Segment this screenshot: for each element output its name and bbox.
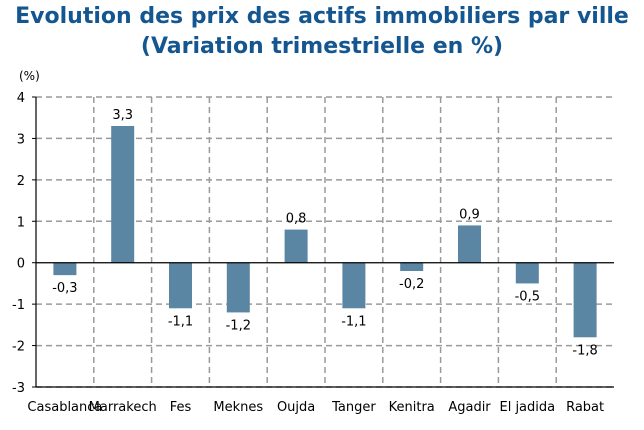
y-tick-label: -2 <box>12 340 25 355</box>
data-label: 0,8 <box>286 212 307 227</box>
bar <box>573 262 597 338</box>
chart-subtitle: (Variation trimestrielle en %) <box>140 34 504 59</box>
y-tick-label: 3 <box>17 132 25 147</box>
x-category-label: Fes <box>170 400 192 415</box>
chart-title: Evolution des prix des actifs immobilier… <box>15 4 629 29</box>
grid-layer <box>36 96 614 388</box>
data-label: 3,3 <box>112 108 133 123</box>
bars-layer <box>53 126 597 338</box>
y-tick-label: 1 <box>17 215 25 230</box>
y-tick-label: 2 <box>17 174 25 189</box>
axes-layer <box>32 96 614 388</box>
x-category-label: Oujda <box>277 400 315 415</box>
bar <box>169 262 192 309</box>
data-label: -1,8 <box>572 343 597 358</box>
y-tick-label: -1 <box>12 298 25 313</box>
data-label: -1,2 <box>226 318 251 333</box>
x-category-label: Meknes <box>213 400 263 415</box>
bar <box>515 262 539 284</box>
data-label: -1,1 <box>341 314 366 329</box>
x-category-label: Agadir <box>448 400 491 415</box>
chart-title-block: Evolution des prix des actifs immobilier… <box>0 0 644 62</box>
labels-layer: 4 3 2 1 0 -1 -2 -3 -0,3 Casablanca 3,3 Marrakech -1,… <box>12 91 604 415</box>
data-label: -1,1 <box>168 314 193 329</box>
bar <box>53 262 77 276</box>
x-category-label: Marrakech <box>89 400 157 415</box>
data-label: -0,2 <box>399 277 424 292</box>
x-category-label: Rabat <box>566 400 604 415</box>
x-category-label: Tanger <box>331 400 376 415</box>
x-category-label: El jadida <box>499 400 555 415</box>
data-label: -0,3 <box>52 281 77 296</box>
x-category-label: Casablanca <box>27 400 102 415</box>
bar <box>458 225 481 263</box>
y-tick-label: 0 <box>17 257 25 272</box>
y-tick-label: 4 <box>17 91 25 106</box>
bar <box>400 262 424 271</box>
x-category-label: Kenitra <box>389 400 435 415</box>
bar <box>111 126 135 263</box>
bar <box>342 262 366 309</box>
bar <box>284 229 308 263</box>
y-tick-label: -3 <box>12 381 25 396</box>
data-label: 0,9 <box>459 207 480 222</box>
y-axis-unit-label: (%) <box>19 69 40 83</box>
bar <box>226 262 250 313</box>
data-label: -0,5 <box>515 289 540 304</box>
